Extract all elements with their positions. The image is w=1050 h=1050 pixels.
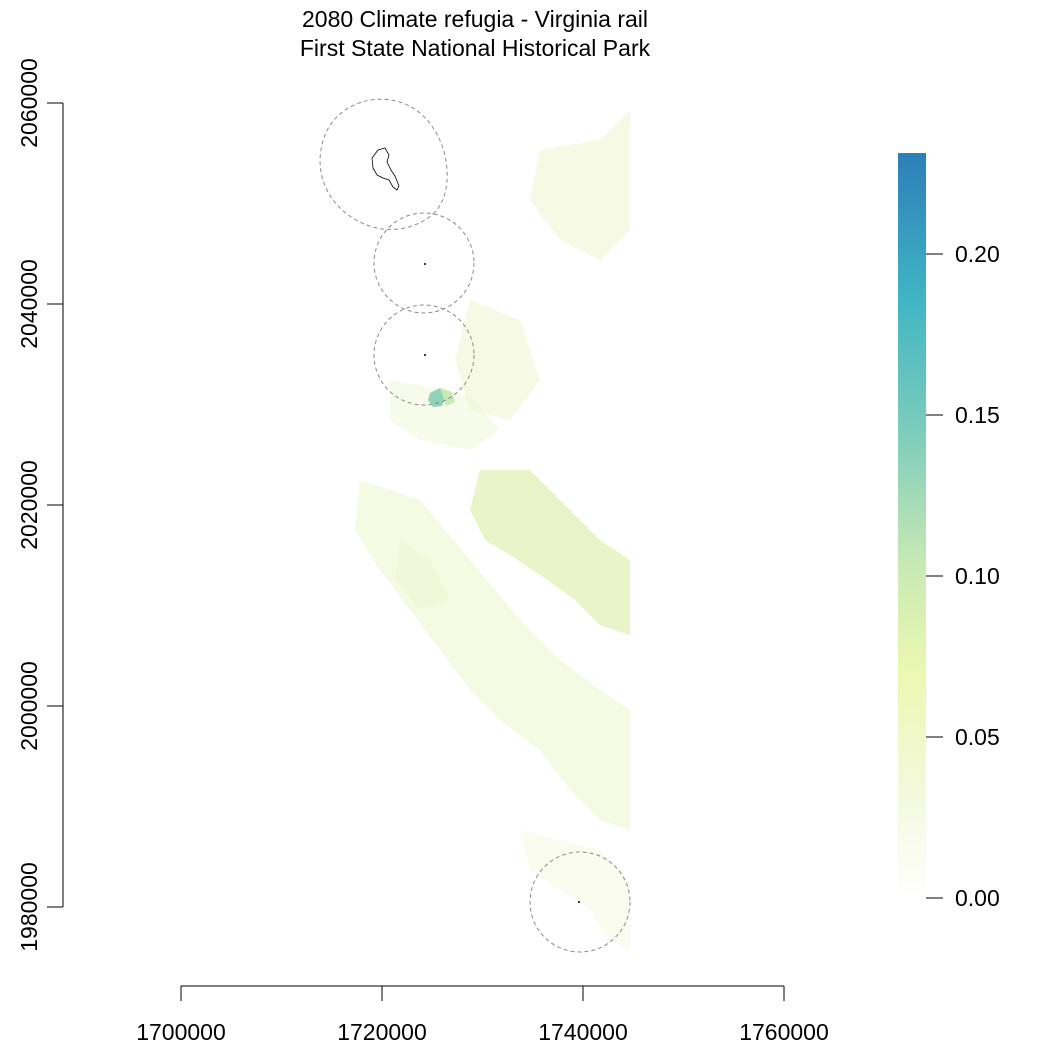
park-unit-point-2 bbox=[424, 354, 426, 356]
y-tick-label: 2040000 bbox=[16, 259, 42, 349]
park-unit-point-3 bbox=[578, 901, 580, 903]
y-tick-label: 1980000 bbox=[16, 862, 42, 952]
legend-tick-label: 0.20 bbox=[955, 241, 1000, 267]
buffer-lower-middle bbox=[373, 304, 475, 406]
buffer-upper-middle bbox=[373, 212, 475, 314]
legend-tick-label: 0.10 bbox=[955, 563, 1000, 589]
buffer-north bbox=[319, 98, 448, 230]
y-tick-label: 2020000 bbox=[16, 460, 42, 550]
refugia-hotspot-edge bbox=[440, 388, 455, 406]
y-tick-label: 2000000 bbox=[16, 661, 42, 751]
map-title: 2080 Climate refugia - Virginia rail bbox=[302, 6, 648, 32]
refugia-raster bbox=[355, 110, 630, 950]
legend-color-bar bbox=[898, 153, 926, 898]
map-subtitle: First State National Historical Park bbox=[300, 35, 651, 61]
x-tick-label: 1700000 bbox=[136, 1019, 226, 1045]
park-unit-point-1 bbox=[424, 263, 426, 265]
legend-tick-label: 0.05 bbox=[955, 724, 1000, 750]
y-tick-label: 2060000 bbox=[16, 58, 42, 148]
park-boundary-main bbox=[371, 147, 400, 191]
refugia-hotspot bbox=[428, 388, 446, 407]
x-tick-label: 1760000 bbox=[739, 1019, 829, 1045]
park-buffers bbox=[319, 98, 631, 953]
buffer-south bbox=[529, 851, 631, 953]
x-tick-label: 1720000 bbox=[337, 1019, 427, 1045]
legend-tick-label: 0.15 bbox=[955, 402, 1000, 428]
legend: 0.00 0.05 0.10 0.15 0.20 bbox=[898, 153, 1000, 911]
x-tick-label: 1740000 bbox=[538, 1019, 628, 1045]
legend-tick-label: 0.00 bbox=[955, 885, 1000, 911]
x-axis: 1700000 1720000 1740000 1760000 bbox=[136, 985, 829, 1045]
map-panel bbox=[319, 98, 631, 953]
y-axis: 1980000 2000000 2020000 2040000 2060000 bbox=[16, 58, 64, 952]
